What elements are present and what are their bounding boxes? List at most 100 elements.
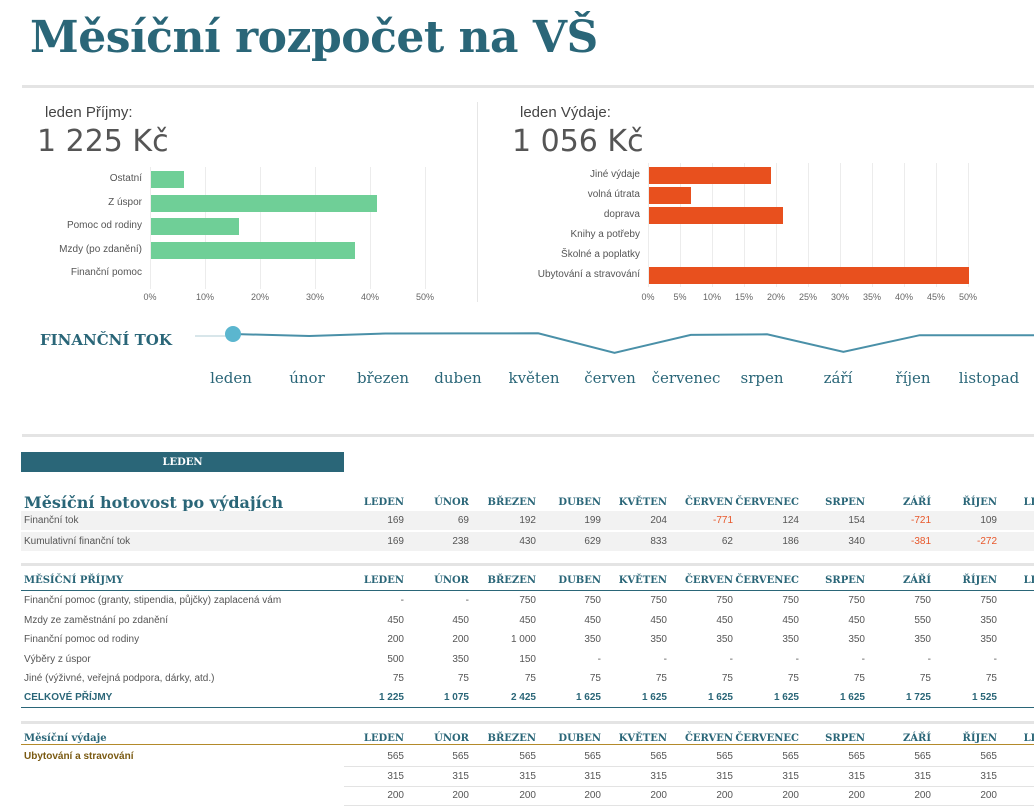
chart-gridline (260, 167, 261, 289)
cell-value: 450 (848, 614, 865, 626)
cell-value: 169 (387, 515, 404, 526)
income-summary-value: 1 225 Kč (37, 124, 169, 159)
cell-value: 200 (519, 790, 536, 801)
cell-value: 450 (650, 614, 667, 626)
column-header: BŘEZEN (487, 575, 536, 586)
month-link[interactable]: červenec (651, 369, 721, 387)
cell-value: 75 (524, 673, 536, 685)
column-header: ŘÍJEN (962, 497, 997, 508)
column-header: LIST (1023, 575, 1034, 586)
x-tick-label: 0% (143, 292, 157, 302)
bar[interactable] (649, 167, 771, 184)
cell-value: 750 (914, 595, 931, 606)
cell-value: 450 (584, 614, 601, 626)
column-header: ZÁŘÍ (902, 575, 931, 586)
row-label: Finanční pomoc od rodiny (24, 634, 140, 646)
column-header: KVĚTEN (618, 733, 667, 744)
cell-value: - (663, 653, 667, 665)
column-header: ÚNOR (434, 575, 469, 586)
bar[interactable] (649, 187, 691, 204)
column-header: BŘEZEN (487, 497, 536, 508)
cell-value: 192 (519, 515, 536, 526)
x-tick-label: 35% (862, 292, 882, 302)
cell-value: 565 (387, 751, 404, 762)
cell-value: - (993, 653, 997, 665)
bar-category-label: Finanční pomoc (70, 267, 142, 278)
cell-value: -721 (910, 515, 931, 526)
cell-value: 200 (584, 790, 601, 801)
cell-value: 750 (848, 595, 865, 606)
section-separator (21, 563, 1034, 566)
cell-value: 565 (452, 751, 469, 762)
column-header: ČERVEN (684, 497, 733, 508)
cell-value: -771 (712, 515, 733, 526)
month-link[interactable]: červen (584, 369, 636, 387)
cell-value: 1 625 (839, 692, 865, 703)
cash-flow-line (232, 332, 1034, 354)
bar-category-label: Jiné výdaje (589, 169, 640, 180)
cell-value: 75 (589, 673, 601, 685)
column-header: ČERVEN (684, 733, 733, 744)
bar-category-label: Školné a poplatky (561, 249, 640, 260)
month-link[interactable]: únor (289, 369, 325, 387)
chart-gridline (425, 167, 426, 289)
bar[interactable] (151, 171, 184, 188)
column-header: ZÁŘÍ (902, 733, 931, 744)
month-link[interactable]: září (823, 369, 853, 387)
cell-value: 75 (655, 673, 667, 685)
month-link[interactable]: srpen (740, 369, 784, 387)
cell-value: 315 (782, 770, 799, 782)
column-header: LIST (1023, 497, 1034, 508)
header-divider (22, 85, 1034, 88)
bar[interactable] (151, 218, 239, 235)
bar[interactable] (151, 194, 377, 212)
x-tick-label: 50% (958, 292, 978, 302)
bar[interactable] (649, 207, 784, 224)
column-header: ZÁŘÍ (902, 497, 931, 508)
section-divider (22, 434, 1034, 437)
cell-value: -272 (976, 536, 997, 547)
selected-month-marker[interactable] (225, 326, 241, 342)
cell-value: 1 625 (641, 692, 667, 703)
income-row: Mzdy ze zaměstnání po zdanění 450 450 450 45… (21, 611, 1034, 630)
cell-value: 75 (853, 673, 865, 685)
month-link[interactable]: květen (508, 369, 560, 387)
cell-value: 1 725 (905, 692, 931, 703)
chart-gridline (680, 163, 681, 287)
cell-value: 450 (519, 614, 536, 626)
column-header: LIST (1023, 733, 1034, 744)
bar[interactable] (649, 267, 969, 284)
column-header: SRPEN (825, 575, 865, 586)
month-link[interactable]: duben (434, 369, 482, 387)
cell-value: 1 225 (378, 692, 404, 703)
cell-value: 565 (519, 751, 536, 762)
month-link[interactable]: leden (210, 369, 252, 387)
section-title: Měsíční hotovost po výdajích (24, 493, 284, 512)
cell-value: 1 625 (773, 692, 799, 703)
chart-gridline (968, 163, 969, 287)
x-tick-label: 40% (894, 292, 914, 302)
header-underline (21, 744, 1034, 745)
month-tab-leden[interactable]: LEDEN (21, 452, 344, 472)
month-link[interactable]: březen (356, 369, 410, 387)
cell-value: 350 (980, 614, 997, 626)
x-tick-label: 20% (250, 292, 270, 302)
cell-value: 204 (650, 515, 667, 526)
row-label: Finanční tok (24, 515, 79, 526)
cell-value: 350 (914, 634, 931, 646)
cell-value: 350 (584, 634, 601, 646)
row-label: Ubytování a stravování (24, 751, 134, 762)
bar[interactable] (151, 241, 355, 259)
income-row: Finanční pomoc (granty, stipendia, půjčk… (21, 591, 1034, 610)
chart-gridline (370, 167, 371, 289)
bar-category-label: Mzdy (po zdanění) (59, 243, 142, 255)
month-link[interactable]: říjen (895, 369, 931, 387)
cell-value: 750 (519, 595, 536, 606)
cash-flow-title: FINANČNÍ TOK (40, 331, 172, 349)
month-link[interactable]: listopad (958, 369, 1020, 387)
income-header-row: MĚSÍČNÍ PŘÍJMY LEDEN ÚNOR BŘEZEN DUBEN KVĚTEN… (21, 571, 1034, 590)
chart-gridline (315, 167, 316, 289)
row-separator (344, 785, 1034, 787)
income-row: Výběry z úspor 500 350 150 - - - - - - - (21, 650, 1034, 669)
cell-value: 199 (584, 515, 601, 526)
